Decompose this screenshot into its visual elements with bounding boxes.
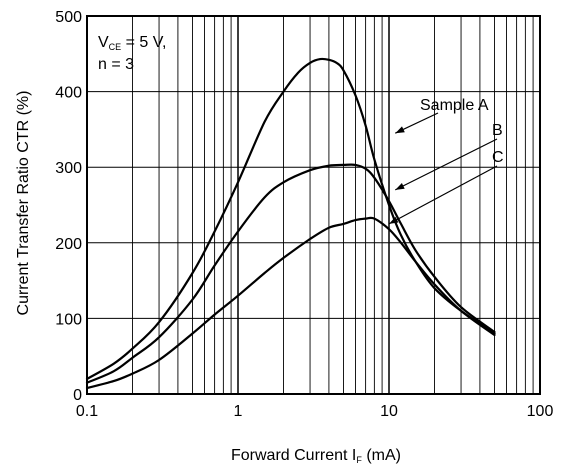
curve-sample-a	[85, 57, 496, 380]
x-axis-title-sub: F	[356, 455, 362, 465]
condition-n: n = 3	[98, 56, 134, 73]
condition-vce-sub: CE	[109, 42, 122, 52]
series-label-a: Sample A	[420, 97, 489, 114]
series-label-b: B	[492, 122, 503, 139]
y-tick-label: 100	[55, 311, 82, 328]
leader-sample-a-arrowhead	[395, 126, 405, 134]
plot-frame	[86, 15, 541, 395]
x-tick-label: 1	[234, 403, 243, 420]
condition-vce-main: V	[98, 34, 109, 51]
condition-vce-rest: = 5 V,	[121, 34, 166, 51]
grid-lines	[86, 15, 541, 395]
condition-vce: VCE = 5 V,	[98, 34, 166, 52]
leader-lines	[388, 112, 498, 225]
series-label-c: C	[492, 149, 504, 166]
y-tick-label: 500	[55, 9, 82, 26]
x-tick-label: 100	[527, 403, 554, 420]
y-tick-label: 0	[73, 387, 82, 404]
conditions-box: VCE = 5 V, n = 3	[98, 34, 166, 73]
x-axis-title: Forward Current IF (mA)	[231, 447, 401, 465]
x-axis-title-main: Forward Current I	[231, 447, 356, 464]
x-tick-label: 0.1	[76, 403, 98, 420]
y-tick-label: 200	[55, 236, 82, 253]
y-axis-title: Current Transfer Ratio CTR (%)	[15, 91, 32, 316]
series-labels: Sample A B C	[420, 97, 504, 166]
y-tick-label: 400	[55, 85, 82, 102]
leader-sample-c	[388, 165, 498, 225]
leader-sample-b	[394, 138, 498, 191]
leader-sample-c-arrowhead	[389, 216, 399, 224]
x-tick-label: 10	[380, 403, 398, 420]
x-axis-title-unit: (mA)	[362, 447, 401, 464]
leader-sample-b-arrowhead	[395, 183, 405, 190]
tick-labels: 0.1 1 10 100 0 100 200 300 400 500	[55, 9, 553, 420]
curves	[85, 57, 496, 390]
y-tick-label: 300	[55, 160, 82, 177]
curve-sample-c	[85, 216, 496, 390]
curve-sample-b	[85, 163, 496, 384]
